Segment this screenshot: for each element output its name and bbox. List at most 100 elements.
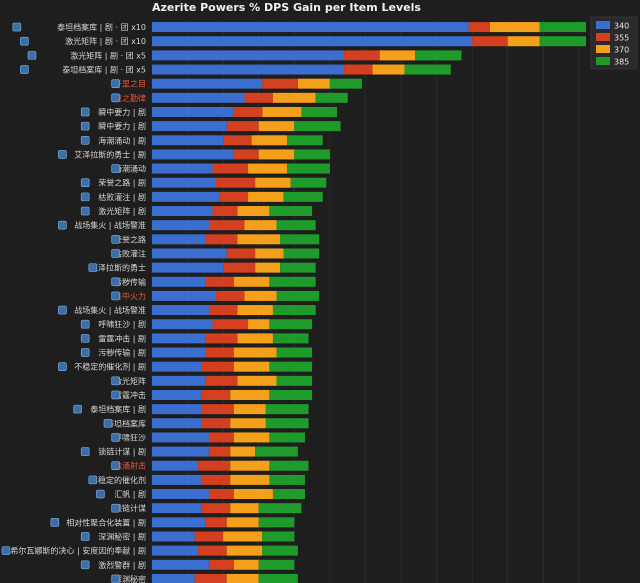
bar-segment-355 [208,559,234,570]
row-label: 激光矩阵 | 剧 · 团 x10 [65,36,146,46]
talent-icon [111,93,120,103]
talent-icon [80,560,90,570]
row-label: 激光矩阵 | 剧 · 团 x5 [70,50,146,60]
bar-segment-340 [152,446,209,457]
bar-segment-370 [262,106,302,117]
bar-segment-385 [272,305,316,316]
bar-segment-370 [233,489,273,500]
row-label: 集中火力 [114,291,146,301]
bar-segment-370 [248,191,284,202]
bar-segment-385 [262,545,298,556]
bar-segment-385 [269,432,305,443]
bar-segment-340 [152,220,209,231]
bar-segment-340 [152,503,202,514]
row-label: 希尔瓦娜斯的决心 | 安度因的奉献 | 剧 [10,546,146,556]
bar-segment-340 [152,489,209,500]
bar-segment-370 [230,446,256,457]
bar-segment-340 [152,531,195,542]
talent-icon [111,503,120,513]
bar-segment-385 [269,276,316,287]
bar-segment-355 [198,460,231,471]
bar-segment-370 [237,305,273,316]
bar-segment-385 [329,78,362,89]
bar-segment-385 [539,22,586,33]
bar-segment-340 [152,149,234,160]
row-label: 激烈警群 | 剧 [98,560,146,570]
bar-segment-385 [258,559,295,570]
bar-segment-385 [415,50,462,61]
bar-segment-370 [233,361,270,372]
bar-segment-340 [152,474,202,485]
bar-segment-385 [276,220,316,231]
row-label: 不稳定的催化剂 | 剧 [74,362,146,372]
legend-swatch-355 [596,33,610,41]
bar-segment-370 [233,347,277,358]
bar-segment-355 [208,220,245,231]
row-label: 海潮涌动 | 剧 [98,135,146,145]
row-label: 千里之目 [114,79,146,89]
bar-segment-370 [233,432,270,443]
bar-segment-370 [244,220,277,231]
legend-label-340: 340 [614,22,629,31]
bar-segment-370 [379,50,416,61]
bar-segment-355 [205,347,234,358]
bar-segment-385 [269,474,305,485]
bar-segment-370 [230,474,270,485]
row-label: 汇帆 | 剧 [114,489,146,499]
bar-segment-355 [201,389,231,400]
bar-segment-385 [539,36,586,47]
legend-swatch-340 [596,21,610,29]
talent-icon [73,404,82,414]
bar-segment-370 [258,149,295,160]
bar-segment-340 [152,248,227,259]
bar-segment-370 [226,517,259,528]
talent-icon [80,192,90,202]
bar-segment-385 [265,418,309,429]
chart-title: Azerite Powers % DPS Gain per Item Level… [152,1,421,14]
bar-segment-370 [258,121,295,132]
bar-segment-355 [201,404,234,415]
bar-segment-370 [233,404,266,415]
talent-icon [111,574,120,583]
bar-segment-355 [208,446,231,457]
bar-segment-370 [233,559,259,570]
row-label: 深渊秘密 | 剧 [98,531,146,541]
bar-segment-340 [152,276,206,287]
row-label: 呼啸狂沙 [114,432,146,442]
bar-segment-385 [287,135,323,146]
row-label: 泰坦档案库 | 剧 [90,404,146,414]
row-label: 泰坦档案库 | 剧 · 团 x10 [57,22,146,32]
bar-segment-385 [265,404,309,415]
bar-segment-385 [276,375,313,386]
row-labels-layer: 泰坦档案库 | 剧 · 团 x10 激光矩阵 | 剧 · 团 x10 激光矩阵 | … [1,22,146,583]
bar-segment-355 [233,149,259,160]
bar-segment-370 [272,92,316,103]
talent-icon [80,206,90,216]
bar-segment-370 [233,276,270,287]
row-label: 不稳定的催化剂 [90,475,146,485]
bar-segment-370 [223,531,263,542]
bar-segment-355 [216,290,245,301]
talent-icon [80,178,90,188]
bars-layer [152,22,586,583]
bar-segment-340 [152,290,217,301]
bar-segment-355 [208,489,234,500]
row-label: 激光矩阵 [114,376,146,386]
bar-segment-340 [152,389,202,400]
bar-segment-385 [290,177,327,188]
bar-segment-355 [205,517,227,528]
talent-icon [50,518,60,527]
bar-segment-355 [472,36,508,47]
bar-segment-385 [276,347,313,358]
talent-icon [58,305,67,315]
bar-segment-370 [230,460,270,471]
row-label: 污秽传输 [114,277,146,287]
bar-segment-355 [223,262,256,273]
bar-segment-355 [468,22,490,33]
bar-segment-340 [152,135,224,146]
bar-segment-385 [280,262,316,273]
talent-icon [12,22,22,32]
talent-icon [111,291,120,301]
bar-segment-340 [152,206,213,217]
